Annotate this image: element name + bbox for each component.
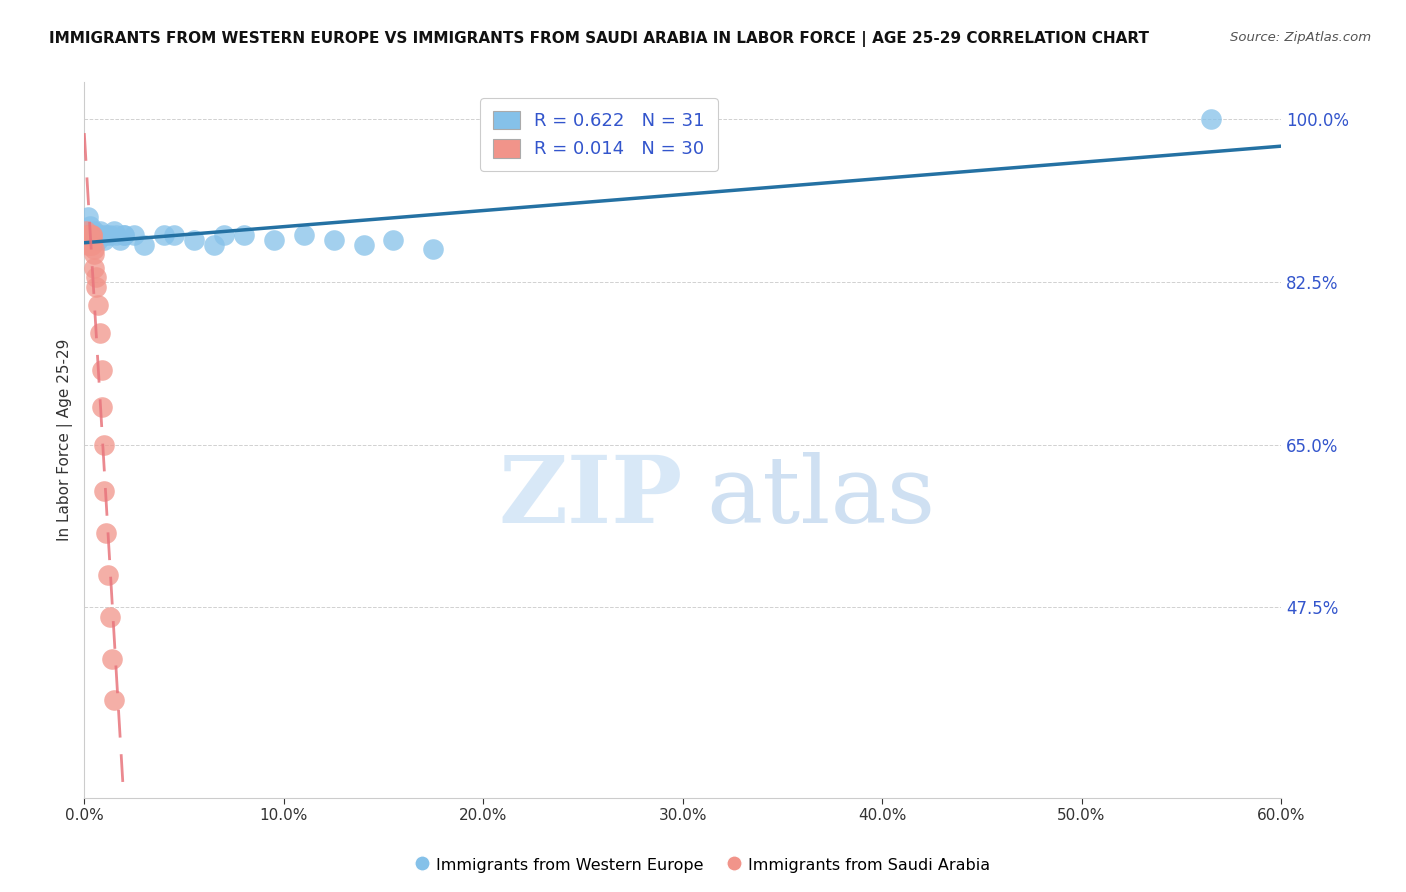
Point [292,228,315,243]
Point [98,609,121,624]
Point [75,224,97,238]
Point [422,243,444,257]
Point [91,363,114,377]
Point [153,228,176,243]
Point [134,237,156,252]
Point [82,228,104,243]
Point [163,228,186,243]
Point [82,228,104,243]
Point [353,237,375,252]
Point [103,693,125,707]
Point [108,233,131,247]
Point [112,228,135,243]
Point [96,228,118,243]
Point [77,237,100,252]
Point [79,233,101,247]
Point [75,233,97,247]
Point [98,228,121,243]
Point [212,228,235,243]
Point [87,298,110,312]
Point [84,279,107,293]
Point [322,233,344,247]
Point [75,228,97,243]
Point [112,228,135,243]
Point [83,243,105,257]
Point [101,651,124,665]
Point [84,228,107,243]
Point [82,233,104,247]
Point [103,224,125,238]
Point [82,228,104,243]
Point [93,233,115,247]
Text: Source: ZipAtlas.com: Source: ZipAtlas.com [1230,31,1371,45]
Text: atlas: atlas [707,452,936,542]
Point [183,233,205,247]
Point [96,526,118,541]
Text: IMMIGRANTS FROM WESTERN EUROPE VS IMMIGRANTS FROM SAUDI ARABIA IN LABOR FORCE | : IMMIGRANTS FROM WESTERN EUROPE VS IMMIGR… [49,31,1149,47]
Point [232,228,254,243]
Point [89,224,111,238]
Point [87,233,110,247]
Point [382,233,405,247]
Legend: Immigrants from Western Europe, Immigrants from Saudi Arabia: Immigrants from Western Europe, Immigran… [409,850,997,880]
Point [77,210,100,224]
Point [91,401,114,415]
Point [79,219,101,233]
Legend: R = 0.622   N = 31, R = 0.014   N = 30: R = 0.622 N = 31, R = 0.014 N = 30 [481,98,717,171]
Point [105,228,128,243]
Point [83,224,105,238]
Point [83,260,105,275]
Point [1199,112,1222,127]
Point [79,237,101,252]
Point [82,237,104,252]
Point [93,484,115,499]
Point [77,233,100,247]
Point [84,270,107,285]
Point [97,567,120,582]
Point [83,247,105,261]
Point [79,233,101,247]
Point [89,326,111,340]
Point [263,233,285,247]
Y-axis label: In Labor Force | Age 25-29: In Labor Force | Age 25-29 [58,339,73,541]
Text: ZIP: ZIP [498,452,683,542]
Point [79,228,101,243]
Point [77,228,100,243]
Point [122,228,145,243]
Point [202,237,225,252]
Point [91,228,114,243]
Point [93,437,115,451]
